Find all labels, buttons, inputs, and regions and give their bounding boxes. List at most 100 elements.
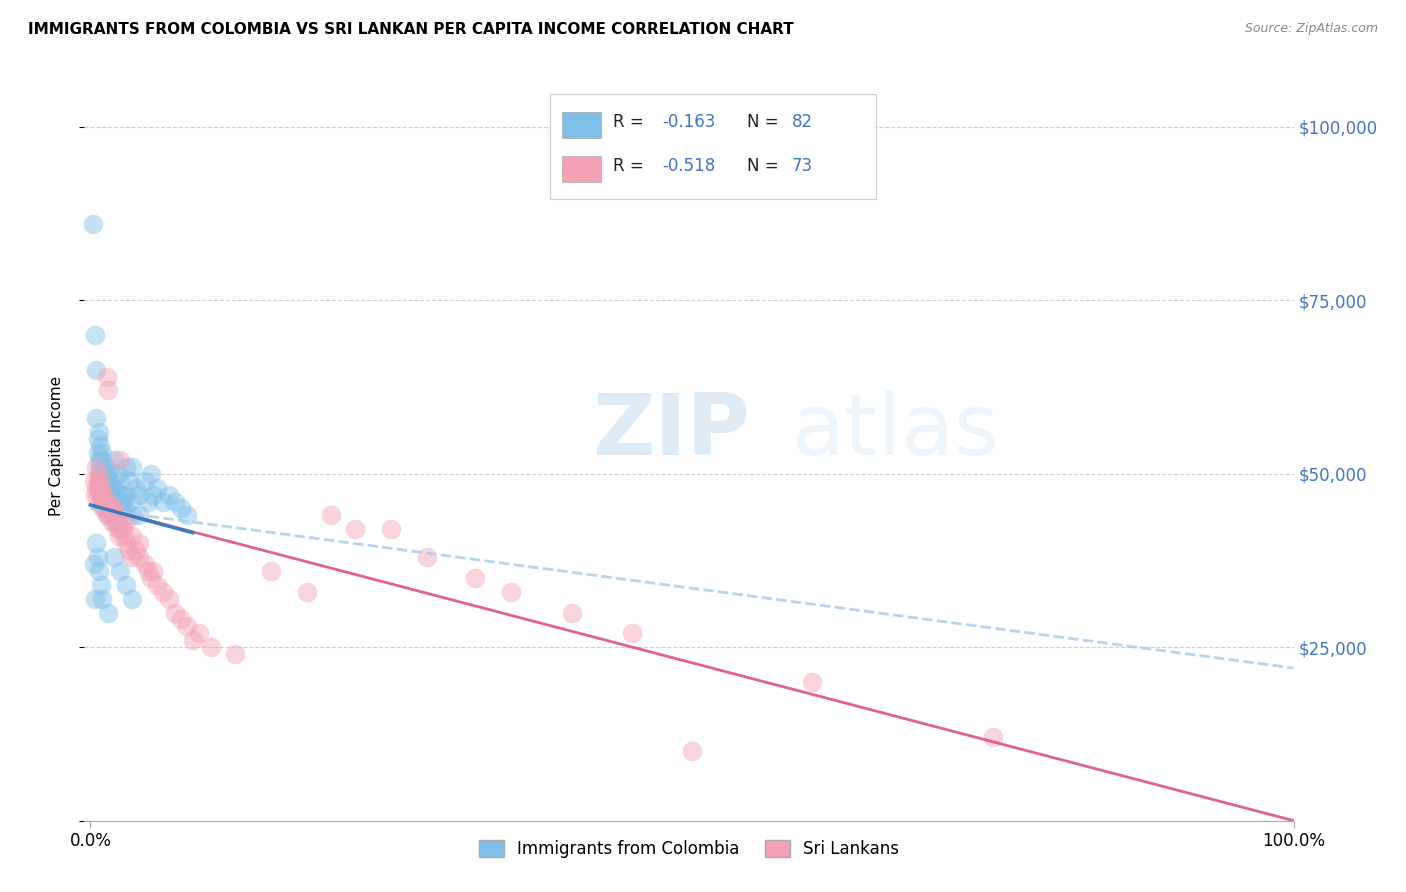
Point: [84, 487, 107, 501]
Point: [121, 508, 143, 523]
Point: [98, 501, 121, 516]
Point: [98, 474, 121, 488]
Point: [115, 459, 138, 474]
Point: [100, 508, 122, 523]
Point: [152, 584, 174, 599]
Point: [110, 453, 132, 467]
Point: [86, 474, 108, 488]
Point: [86, 481, 108, 495]
Point: [108, 529, 131, 543]
Point: [108, 487, 131, 501]
Point: [128, 487, 150, 501]
Point: [169, 612, 191, 626]
Point: [134, 474, 156, 488]
Point: [157, 487, 180, 501]
Point: [118, 543, 141, 558]
Point: [128, 549, 150, 564]
Point: [139, 467, 162, 481]
Point: [380, 522, 402, 536]
Point: [111, 487, 134, 501]
Point: [91, 446, 114, 460]
Point: [110, 564, 132, 578]
Point: [90, 481, 112, 495]
Point: [97, 384, 120, 398]
Point: [112, 529, 135, 543]
Point: [86, 432, 108, 446]
Point: [120, 494, 142, 508]
Point: [104, 508, 127, 523]
Point: [103, 508, 125, 523]
Point: [157, 591, 180, 606]
Text: -0.518: -0.518: [662, 157, 716, 175]
Point: [136, 494, 159, 508]
Point: [112, 501, 135, 516]
Point: [110, 522, 132, 536]
Point: [91, 467, 114, 481]
Point: [87, 453, 110, 467]
Point: [103, 501, 125, 516]
Text: IMMIGRANTS FROM COLOMBIA VS SRI LANKAN PER CAPITA INCOME CORRELATION CHART: IMMIGRANTS FROM COLOMBIA VS SRI LANKAN P…: [28, 22, 794, 37]
Point: [91, 591, 114, 606]
Point: [801, 674, 824, 689]
Text: atlas: atlas: [792, 390, 1000, 473]
Point: [89, 439, 111, 453]
Point: [84, 328, 107, 343]
Point: [103, 549, 125, 564]
Point: [107, 467, 129, 481]
Point: [200, 640, 222, 655]
Point: [224, 647, 246, 661]
Point: [152, 494, 174, 508]
Point: [115, 578, 138, 592]
Point: [105, 494, 128, 508]
Point: [981, 731, 1004, 745]
Point: [96, 481, 118, 495]
Y-axis label: Per Capita Income: Per Capita Income: [49, 376, 63, 516]
Point: [416, 549, 439, 564]
Point: [110, 494, 132, 508]
Point: [111, 522, 134, 536]
Text: Source: ZipAtlas.com: Source: ZipAtlas.com: [1244, 22, 1378, 36]
Point: [94, 501, 117, 516]
Point: [97, 606, 120, 620]
Point: [169, 501, 191, 516]
Point: [105, 516, 128, 530]
Point: [121, 529, 143, 543]
Point: [100, 481, 122, 495]
Point: [97, 494, 120, 508]
Point: [94, 467, 117, 481]
Point: [561, 606, 583, 620]
Point: [94, 501, 117, 516]
Point: [97, 508, 120, 523]
Point: [90, 474, 112, 488]
Point: [620, 626, 643, 640]
Point: [101, 501, 124, 516]
Point: [90, 578, 112, 592]
Point: [93, 487, 115, 501]
Point: [134, 557, 156, 571]
Point: [86, 362, 108, 376]
Point: [121, 459, 143, 474]
Point: [139, 571, 162, 585]
Point: [121, 591, 143, 606]
Point: [101, 487, 124, 501]
Point: [86, 459, 108, 474]
Point: [93, 494, 115, 508]
Point: [111, 494, 134, 508]
Point: [103, 516, 125, 530]
Point: [97, 487, 120, 501]
Point: [86, 446, 108, 460]
Point: [115, 516, 138, 530]
Point: [105, 516, 128, 530]
Point: [96, 508, 118, 523]
FancyBboxPatch shape: [550, 94, 876, 199]
Point: [101, 516, 124, 530]
Point: [142, 487, 165, 501]
Point: [90, 487, 112, 501]
Point: [94, 494, 117, 508]
Point: [163, 494, 186, 508]
Point: [90, 494, 112, 508]
Text: R =: R =: [613, 113, 648, 131]
Point: [115, 487, 138, 501]
Point: [83, 474, 105, 488]
Point: [87, 564, 110, 578]
